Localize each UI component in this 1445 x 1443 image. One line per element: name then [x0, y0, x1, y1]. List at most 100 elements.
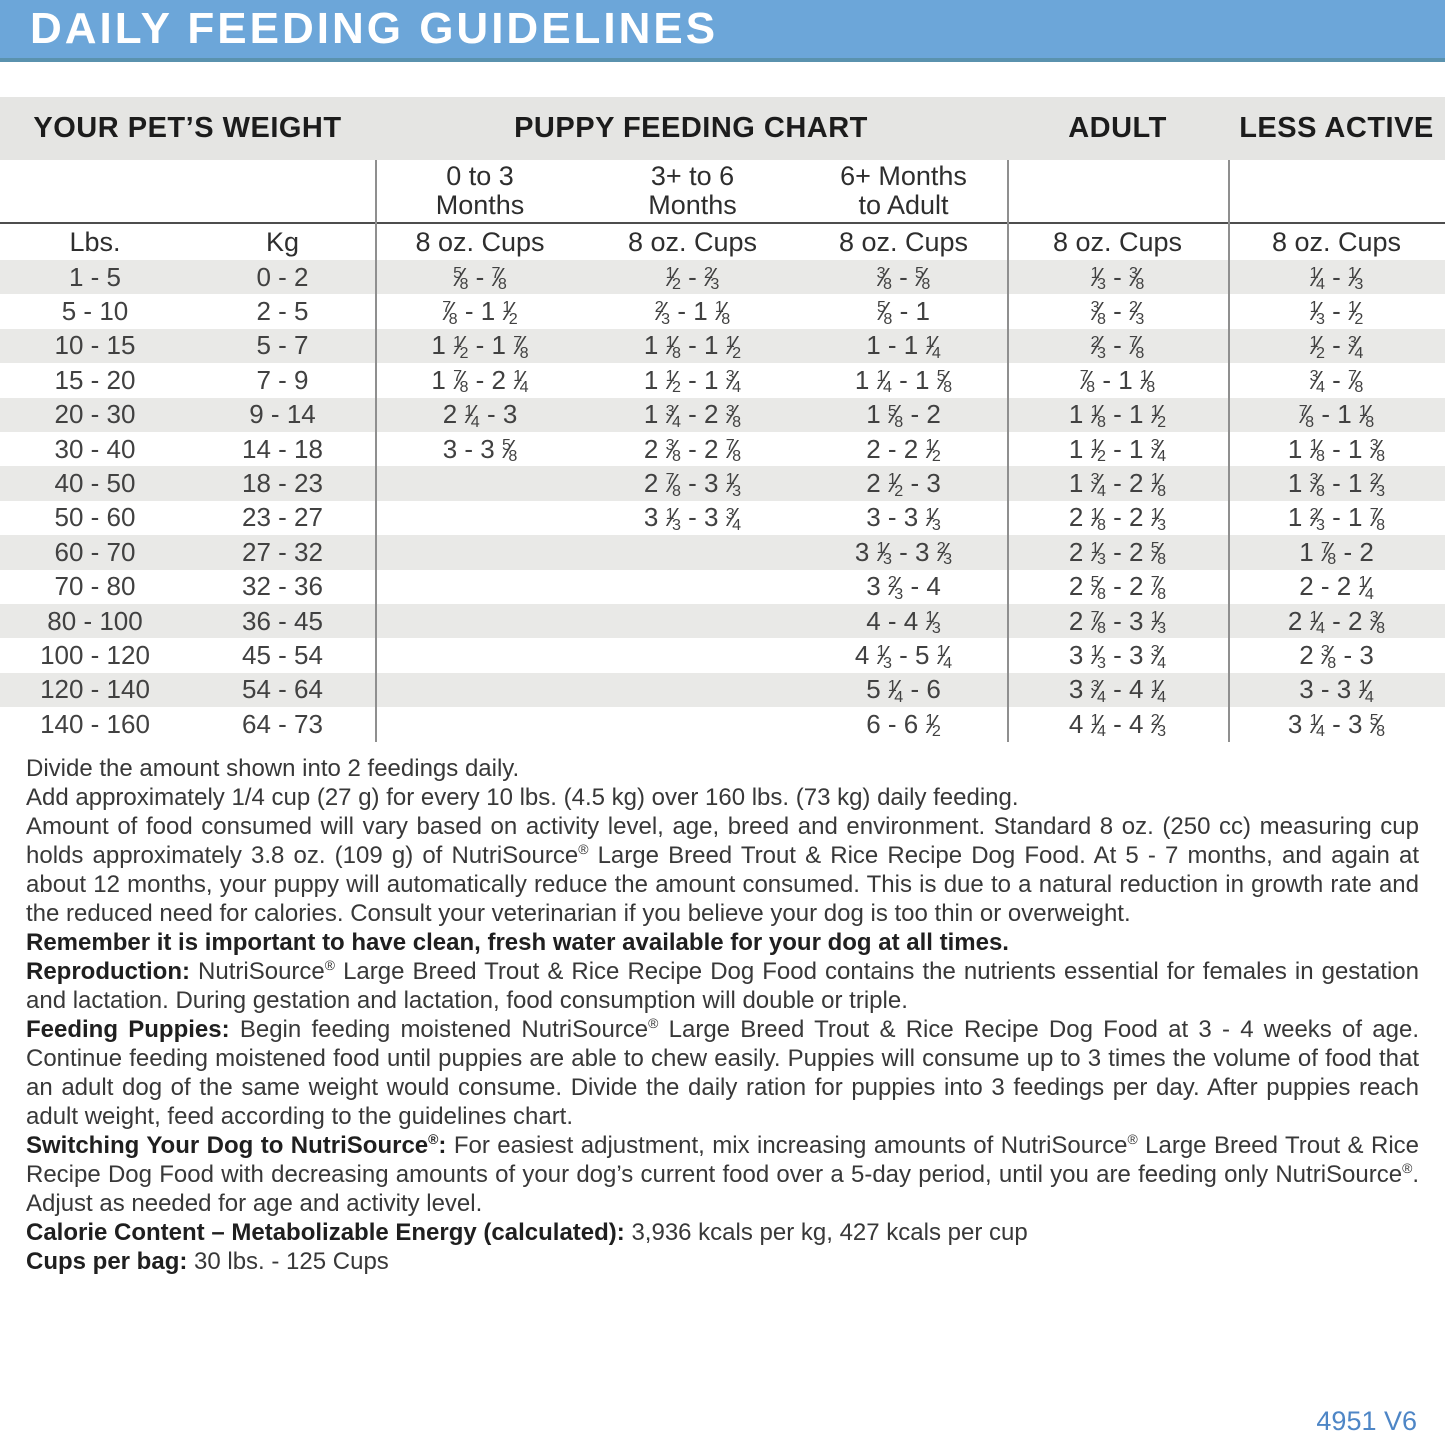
fraction: 1⁄2 — [665, 364, 681, 397]
fraction: 1⁄4 — [936, 639, 953, 672]
cell-cups: 1⁄3 - 1⁄2 — [1309, 296, 1364, 328]
cell-cups: 2 3⁄8 - 3 — [1299, 639, 1374, 672]
cell-cups: 2 - 2 1⁄4 — [1299, 571, 1374, 603]
page-title: DAILY FEEDING GUIDELINES — [30, 4, 719, 53]
cell-cups: 2 1⁄4 - 3 — [442, 399, 518, 431]
table-row: 140 - 160 64 - 73 6 - 6 1⁄2 4 1⁄4 - 4 2⁄3 3 … — [0, 707, 1445, 741]
version-code: 4951 V6 — [1316, 1406, 1417, 1436]
fraction: 3⁄8 — [876, 261, 892, 294]
cell-lbs: 60 - 70 — [54, 536, 136, 567]
fraction: 1⁄2 — [925, 708, 941, 741]
note-add-amount: Add approximately 1/4 cup (27 g) for eve… — [26, 784, 1019, 812]
note-feedings-daily: Divide the amount shown into 2 feedings … — [26, 755, 520, 783]
fraction: 2⁄3 — [1309, 502, 1325, 534]
fraction: 3⁄8 — [1309, 468, 1325, 500]
cell-lbs: 70 - 80 — [54, 571, 136, 602]
column-divider-puppy-adult — [1007, 160, 1009, 742]
fraction: 7⁄8 — [1369, 502, 1386, 534]
cell-cups: 3 2⁄3 - 4 — [866, 571, 941, 603]
fraction: 7⁄8 — [453, 364, 469, 397]
cell-lbs: 30 - 40 — [54, 433, 136, 464]
fraction: 3⁄8 — [725, 399, 742, 431]
cell-lbs: 80 - 100 — [47, 605, 143, 636]
cell-kg: 64 - 73 — [242, 708, 323, 739]
age-header-3-6-months: 3+ to 6 Months — [648, 161, 737, 220]
cell-cups: 3 - 3 1⁄4 — [1299, 674, 1374, 706]
fraction: 1⁄3 — [1150, 502, 1167, 534]
cell-cups: 2 5⁄8 - 2 7⁄8 — [1068, 571, 1167, 603]
fraction: 7⁄8 — [1150, 571, 1167, 603]
fraction: 5⁄8 — [1150, 536, 1167, 569]
cell-cups: 1 3⁄4 - 2 3⁄8 — [643, 399, 742, 431]
table-row: 1 - 5 0 - 2 5⁄8 - 7⁄8 1⁄2 - 2⁄3 3⁄8 - 5⁄8 1⁄3… — [0, 260, 1445, 295]
unit-header-cups-0-3: 8 oz. Cups — [415, 226, 545, 257]
fraction: 1⁄2 — [1348, 296, 1364, 328]
cell-cups: 3 - 3 1⁄3 — [866, 502, 941, 534]
cell-cups: 3 - 3 5⁄8 — [442, 433, 518, 466]
cell-lbs: 1 - 5 — [68, 261, 122, 292]
fraction: 7⁄8 — [442, 296, 458, 328]
cell-cups: 1 1⁄8 - 1 1⁄2 — [643, 330, 742, 362]
table-row: 80 - 100 36 - 45 4 - 4 1⁄3 2 7⁄8 - 3 1⁄3 2 1… — [0, 603, 1445, 639]
group-header-less-active: LESS ACTIVE — [1239, 112, 1434, 144]
fraction: 1⁄4 — [1309, 261, 1325, 294]
fraction: 5⁄8 — [936, 364, 953, 397]
cell-kg: 54 - 64 — [242, 674, 323, 705]
cell-cups: 1 1⁄2 - 1 7⁄8 — [431, 330, 529, 362]
fraction: 3⁄8 — [1369, 433, 1386, 466]
fraction: 1⁄2 — [725, 330, 742, 362]
cell-cups: 7⁄8 - 1 1⁄8 — [1298, 399, 1375, 431]
fraction: 1⁄4 — [1150, 674, 1167, 706]
fraction: 5⁄8 — [1369, 708, 1386, 741]
fraction: 3⁄8 — [1129, 261, 1145, 294]
cell-cups: 4 1⁄3 - 5 1⁄4 — [854, 639, 953, 672]
table-row: 60 - 70 27 - 32 3 1⁄3 - 3 2⁄3 2 1⁄3 - 2 5⁄8… — [0, 535, 1445, 570]
cell-cups: 2 7⁄8 - 3 1⁄3 — [1068, 605, 1167, 638]
fraction: 1⁄3 — [1348, 261, 1364, 294]
cell-kg: 0 - 2 — [256, 261, 309, 292]
cell-lbs: 40 - 50 — [54, 468, 136, 499]
cell-kg: 14 - 18 — [242, 433, 323, 464]
cell-lbs: 100 - 120 — [40, 639, 150, 670]
cell-cups: 5 1⁄4 - 6 — [866, 674, 941, 706]
cell-kg: 9 - 14 — [249, 399, 316, 430]
cell-lbs: 10 - 15 — [54, 330, 136, 361]
cell-cups: 4 - 4 1⁄3 — [866, 605, 941, 638]
fraction: 7⁄8 — [1320, 536, 1337, 569]
fraction: 3⁄8 — [1320, 639, 1337, 672]
cell-lbs: 20 - 30 — [54, 399, 136, 430]
fraction: 3⁄8 — [1369, 605, 1386, 638]
section-switching-lead: Switching Your Dog to NutriSource®: — [26, 1131, 447, 1160]
cell-lbs: 50 - 60 — [54, 502, 136, 533]
section-reproduction-lead: Reproduction: — [26, 958, 190, 986]
cell-kg: 36 - 45 — [242, 605, 323, 636]
fraction: 1⁄2 — [665, 261, 681, 294]
age-header-6-months-to-adult: 6+ Months to Adult — [840, 161, 967, 220]
cell-kg: 7 - 9 — [256, 364, 309, 395]
cell-kg: 23 - 27 — [242, 502, 323, 533]
section-switching: Switching Your Dog to NutriSource®: For … — [26, 1131, 1419, 1218]
cell-lbs: 120 - 140 — [40, 674, 150, 705]
fraction: 1⁄3 — [925, 502, 941, 534]
cell-cups: 3 1⁄4 - 3 5⁄8 — [1287, 708, 1386, 741]
cell-cups: 5⁄8 - 1 — [877, 296, 930, 328]
cell-cups: 2 1⁄8 - 2 1⁄3 — [1068, 502, 1167, 534]
fraction: 1⁄3 — [1090, 639, 1106, 672]
fraction: 1⁄2 — [1150, 399, 1167, 431]
fraction: 1⁄3 — [1150, 605, 1167, 638]
fraction: 5⁄8 — [453, 261, 469, 294]
fraction: 1⁄4 — [887, 674, 904, 706]
cell-cups: 1 1⁄2 - 1 3⁄4 — [1068, 433, 1167, 466]
cell-cups: 1 5⁄8 - 2 — [866, 399, 941, 431]
fraction: 7⁄8 — [1298, 399, 1315, 431]
unit-header-cups-adult: 8 oz. Cups — [1052, 226, 1183, 257]
fraction: 3⁄8 — [1090, 296, 1106, 328]
table-row: 100 - 120 45 - 54 4 1⁄3 - 5 1⁄4 3 1⁄3 - 3 3… — [0, 638, 1445, 672]
section-switching-body: For easiest adjustment, mix increasing a… — [26, 1131, 1419, 1218]
note-fresh-water: Remember it is important to have clean, … — [26, 929, 1009, 957]
notes-section: Divide the amount shown into 2 feedings … — [0, 754, 1445, 1276]
fraction: 3⁄4 — [665, 399, 681, 431]
cups-per-bag-value: 30 lbs. - 125 Cups — [194, 1248, 389, 1276]
cell-cups: 4 1⁄4 - 4 2⁄3 — [1068, 708, 1167, 741]
cell-cups: 3⁄8 - 5⁄8 — [876, 261, 931, 294]
